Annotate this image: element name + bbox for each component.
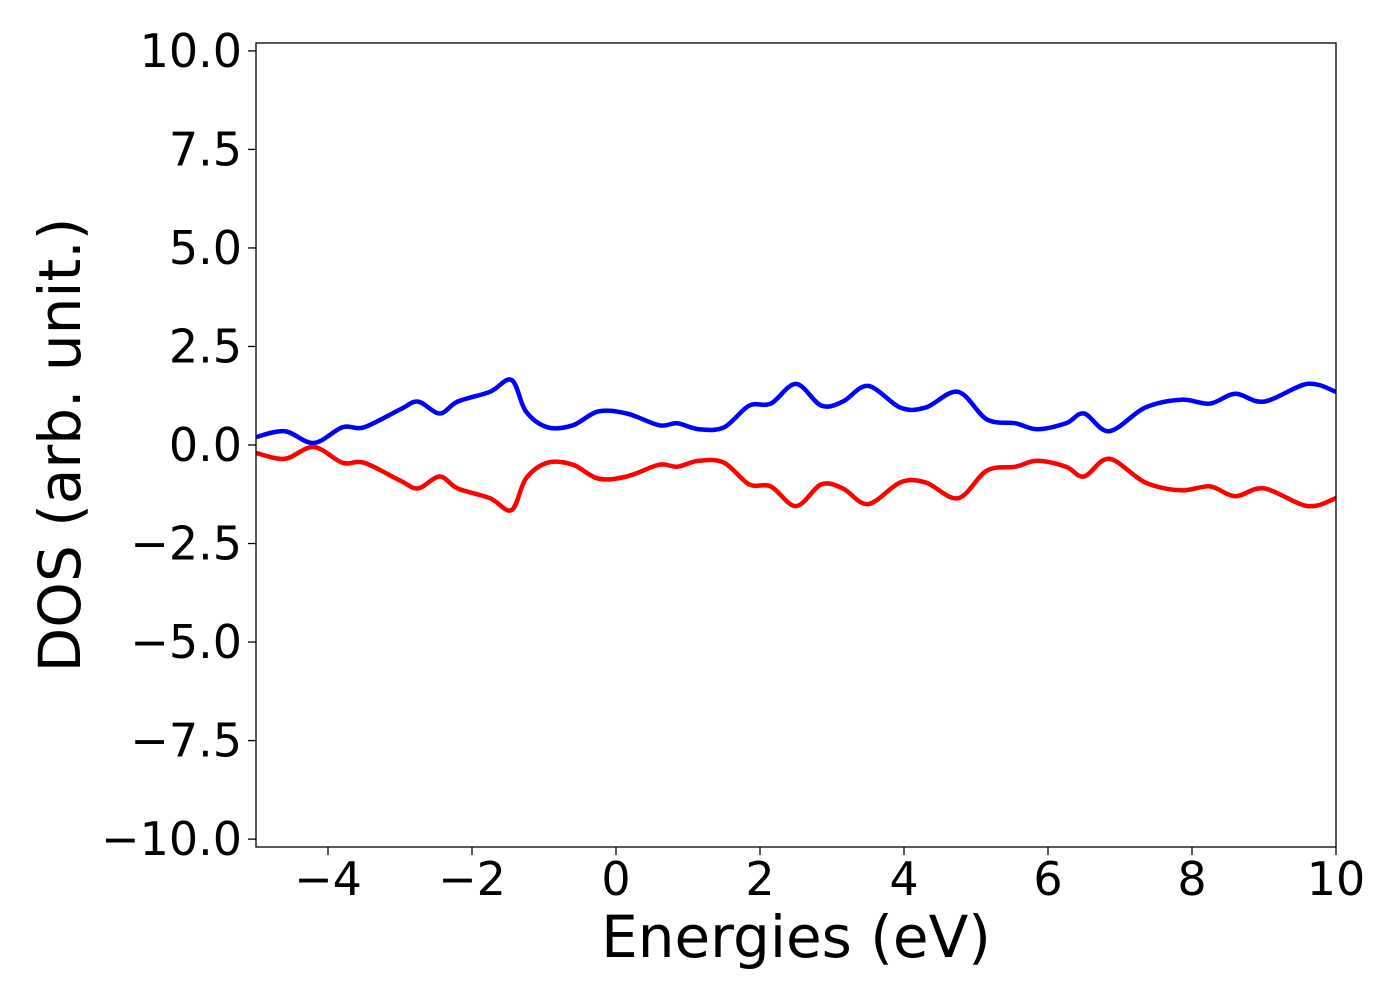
x-tick-label: 6 — [1033, 852, 1062, 906]
y-tick-label: −7.5 — [130, 714, 242, 768]
y-tick-label: 10.0 — [140, 24, 242, 78]
x-tick-label: 0 — [601, 852, 630, 906]
y-tick-label: −2.5 — [130, 517, 242, 571]
y-axis: 10.0 7.5 5.0 2.5 0.0 −2.5 −5.0 −7.5 −10.0 — [101, 24, 256, 866]
x-tick-label: 4 — [889, 852, 918, 906]
x-tick-label: 8 — [1177, 852, 1206, 906]
x-tick-label: 2 — [745, 852, 774, 906]
y-tick-label: 0.0 — [169, 418, 242, 472]
y-tick-label: 5.0 — [169, 221, 242, 275]
y-tick-label: 7.5 — [169, 122, 242, 176]
x-axis: −4 −2 0 2 4 6 8 10 — [294, 847, 1365, 906]
y-tick-label: 2.5 — [169, 319, 242, 373]
y-tick-label: −5.0 — [130, 615, 242, 669]
dos-series-line-down — [255, 444, 1337, 513]
x-axis-label: Energies (eV) — [601, 903, 991, 971]
y-tick-label: −10.0 — [101, 812, 242, 866]
plot-area-frame — [255, 42, 1337, 848]
x-tick-label: −4 — [294, 852, 362, 906]
series-layer — [255, 377, 1337, 513]
x-tick-label: 10 — [1307, 852, 1366, 906]
y-axis-label: DOS (arb. unit.) — [26, 218, 94, 673]
dos-series-line-up — [255, 377, 1337, 446]
x-tick-label: −2 — [438, 852, 506, 906]
